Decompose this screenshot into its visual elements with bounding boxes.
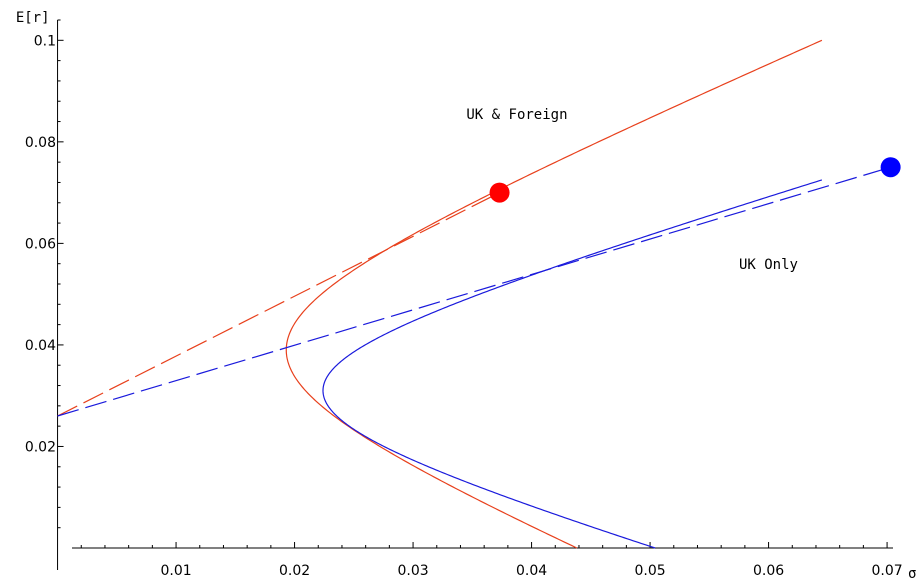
uk-foreign-tangency-point — [489, 182, 510, 203]
y-tick-label: 0.08 — [25, 135, 56, 151]
x-axis: σ 0.01 0.02 0.03 0.04 0.05 0.06 0.07 — [72, 542, 916, 582]
annotation-uk-foreign: UK & Foreign — [466, 107, 567, 123]
points-layer — [489, 157, 901, 203]
x-tick-label: 0.07 — [871, 563, 902, 579]
y-axis-title: E[r] — [16, 10, 50, 26]
uk-foreign-frontier — [285, 39, 823, 549]
uk-only-tangency-point — [880, 157, 901, 178]
x-tick-label: 0.01 — [160, 563, 191, 579]
uk-only-capital-market-line — [57, 166, 891, 417]
x-tick-label: 0.02 — [279, 563, 310, 579]
uk-foreign-capital-market-line — [57, 192, 500, 417]
x-axis-title: σ — [908, 566, 916, 582]
x-tick-label: 0.03 — [397, 563, 428, 579]
y-tick-label: 0.04 — [25, 338, 56, 354]
y-tick-label: 0.02 — [25, 439, 56, 455]
y-tick-label: 0.1 — [34, 33, 56, 49]
x-ticks: 0.01 0.02 0.03 0.04 0.05 0.06 0.07 — [80, 542, 903, 579]
y-axis: E[r] 0.02 0.04 0.06 0.08 0.1 — [16, 10, 64, 570]
x-tick-label: 0.06 — [753, 563, 784, 579]
y-tick-label: 0.06 — [25, 236, 56, 252]
x-tick-label: 0.05 — [634, 563, 665, 579]
annotation-uk-only: UK Only — [739, 257, 798, 273]
uk-only-frontier — [322, 179, 823, 549]
x-tick-label: 0.04 — [516, 563, 547, 579]
series-layer — [57, 39, 891, 549]
y-ticks: 0.02 0.04 0.06 0.08 0.1 — [25, 19, 64, 529]
